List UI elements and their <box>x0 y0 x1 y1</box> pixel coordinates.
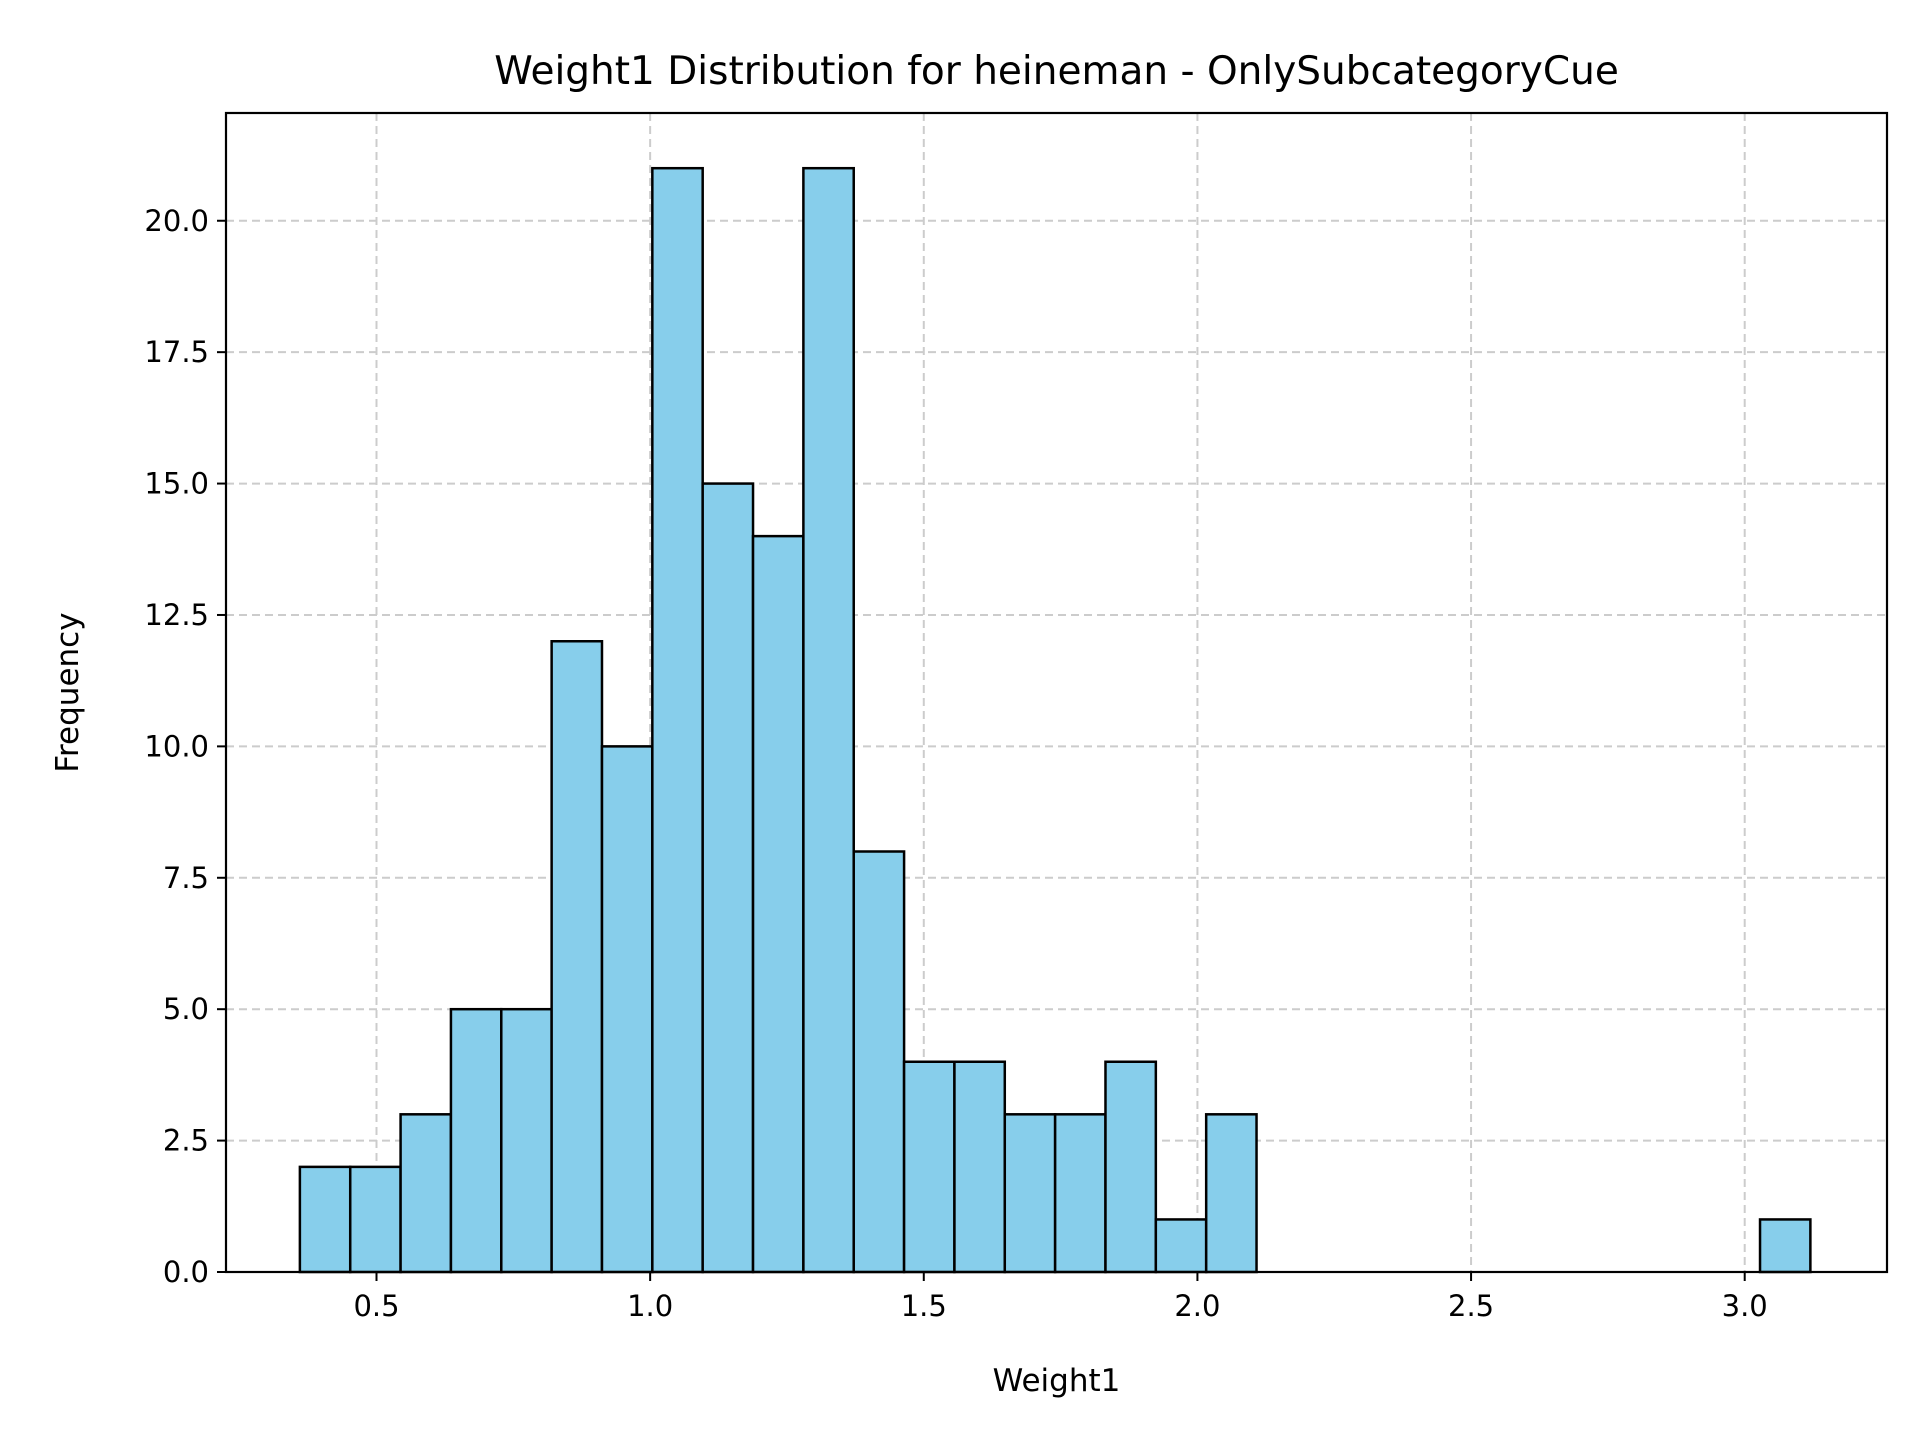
y-tick-label: 15.0 <box>144 467 209 501</box>
y-tick-label: 2.5 <box>163 1124 209 1158</box>
y-tick-label: 7.5 <box>163 861 209 895</box>
x-axis-ticks: 0.5 1.0 1.5 2.0 2.5 3.0 <box>353 1272 1768 1323</box>
histogram-bar <box>399 1113 453 1274</box>
y-axis-ticks: 0.0 2.5 5.0 7.5 10.0 12.5 15.0 17.5 20.0 <box>144 204 226 1289</box>
y-tick-label: 20.0 <box>144 204 209 238</box>
y-tick-label: 0.0 <box>163 1255 209 1289</box>
histogram-bar <box>500 1007 553 1274</box>
histogram-bar <box>902 1060 956 1274</box>
y-tick-label: 17.5 <box>144 335 209 369</box>
x-tick-label: 1.0 <box>627 1289 673 1323</box>
histogram-bar <box>298 1165 352 1274</box>
histogram-bar <box>1758 1218 1812 1274</box>
histogram-bar <box>751 534 805 1274</box>
histogram-bar <box>449 1007 503 1274</box>
y-tick-label: 5.0 <box>163 992 209 1026</box>
histogram-bar <box>1003 1113 1057 1274</box>
x-axis-label: Weight1 <box>993 1363 1121 1399</box>
x-tick-label: 0.5 <box>353 1289 399 1323</box>
histogram-bar <box>1154 1218 1208 1274</box>
histogram-bar <box>701 482 755 1274</box>
histogram-bar <box>852 850 906 1274</box>
histogram-bar <box>550 640 604 1274</box>
x-tick-label: 3.0 <box>1722 1289 1768 1323</box>
chart-title: Weight1 Distribution for heineman - Only… <box>494 49 1619 94</box>
histogram-bar <box>348 1165 402 1274</box>
histogram-bar <box>651 166 704 1274</box>
histogram-bar <box>1053 1113 1107 1274</box>
plot-frame <box>224 111 1889 1274</box>
histogram-bar <box>600 745 654 1274</box>
y-axis-label: Frequency <box>50 612 86 772</box>
histogram-bar <box>953 1060 1007 1274</box>
y-tick-label: 12.5 <box>144 598 209 632</box>
histogram-bar <box>1104 1060 1158 1274</box>
y-tick-label: 10.0 <box>144 729 209 763</box>
histogram-bar <box>1204 1113 1258 1274</box>
x-tick-label: 2.5 <box>1448 1289 1494 1323</box>
histogram-bar <box>802 166 855 1274</box>
x-tick-label: 1.5 <box>901 1289 947 1323</box>
x-tick-label: 2.0 <box>1174 1289 1220 1323</box>
